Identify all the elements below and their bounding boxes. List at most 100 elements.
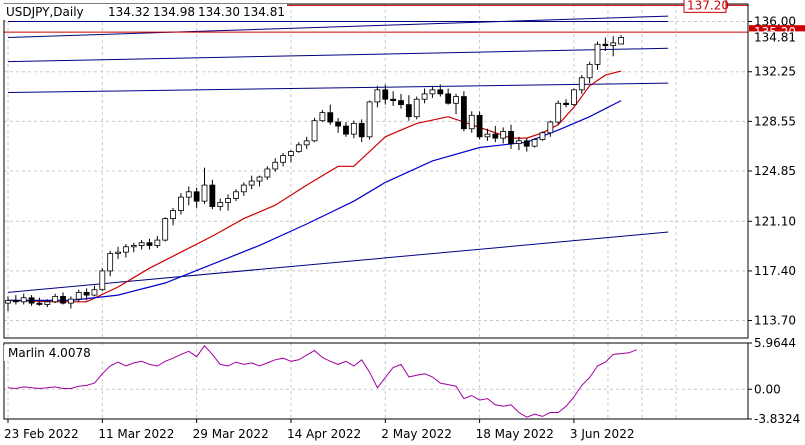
candle[interactable]: [193, 187, 200, 208]
candle[interactable]: [123, 244, 129, 258]
candle[interactable]: [547, 120, 554, 137]
candle[interactable]: [492, 126, 499, 143]
candle[interactable]: [288, 150, 294, 163]
candle[interactable]: [319, 109, 326, 123]
candle[interactable]: [484, 128, 491, 141]
candle[interactable]: [185, 186, 192, 206]
candle[interactable]: [594, 41, 601, 70]
candle[interactable]: [28, 295, 35, 306]
candle[interactable]: [162, 217, 169, 242]
candle[interactable]: [280, 152, 287, 167]
candle[interactable]: [36, 297, 43, 306]
candle[interactable]: [138, 240, 145, 250]
candle[interactable]: [586, 61, 593, 84]
candle-body: [209, 184, 216, 207]
candle[interactable]: [382, 84, 389, 105]
candle[interactable]: [358, 119, 365, 143]
candle[interactable]: [248, 175, 255, 190]
candle[interactable]: [264, 166, 271, 180]
candle[interactable]: [115, 246, 121, 259]
candle[interactable]: [146, 238, 153, 250]
candle[interactable]: [531, 138, 538, 148]
candle[interactable]: [571, 88, 577, 106]
candle[interactable]: [209, 179, 216, 210]
candle[interactable]: [272, 158, 279, 172]
candle[interactable]: [295, 142, 302, 153]
candle[interactable]: [52, 293, 59, 304]
candle-body: [555, 102, 562, 123]
candle[interactable]: [445, 88, 452, 105]
candle[interactable]: [217, 198, 224, 211]
ohlc-low: 134.30: [198, 5, 240, 19]
chart-title: USDJPY,Daily: [6, 5, 84, 19]
candle[interactable]: [500, 127, 507, 144]
candles[interactable]: [5, 35, 624, 312]
candle[interactable]: [303, 136, 310, 149]
candle[interactable]: [20, 293, 27, 305]
candle[interactable]: [508, 124, 514, 149]
candle-body: [201, 184, 208, 202]
candle[interactable]: [453, 93, 459, 114]
candle[interactable]: [225, 194, 231, 211]
candle[interactable]: [578, 75, 585, 94]
candle-body: [327, 112, 334, 123]
candle[interactable]: [429, 85, 436, 98]
candle[interactable]: [335, 118, 342, 133]
badge-label: 137.20: [687, 0, 729, 12]
candle-body: [547, 121, 554, 134]
candle[interactable]: [476, 111, 483, 140]
time-axis: 23 Feb 2022 11 Mar 2022 29 Mar 2022 14 Apr …: [4, 419, 634, 441]
candle[interactable]: [311, 118, 318, 143]
candle[interactable]: [99, 268, 106, 292]
candle[interactable]: [405, 95, 412, 121]
candle[interactable]: [12, 295, 19, 305]
candle[interactable]: [413, 96, 420, 120]
candle-body: [319, 112, 326, 122]
candle[interactable]: [555, 100, 562, 125]
candle[interactable]: [170, 207, 176, 226]
price-tick-label: 124.85: [754, 164, 796, 178]
price-badge: 134.81: [749, 30, 805, 44]
candle[interactable]: [468, 111, 475, 133]
candle[interactable]: [130, 242, 137, 253]
candle[interactable]: [618, 35, 624, 45]
candle[interactable]: [60, 292, 66, 305]
candle[interactable]: [107, 250, 114, 277]
candle-body: [492, 133, 499, 139]
candle[interactable]: [421, 88, 428, 104]
candle[interactable]: [44, 299, 51, 308]
candle[interactable]: [523, 138, 530, 152]
candle[interactable]: [154, 236, 161, 249]
candle[interactable]: [374, 85, 381, 108]
candle[interactable]: [5, 296, 11, 312]
candle[interactable]: [610, 36, 617, 57]
oscillator-axis: 5.9644 0.00 -3.8324: [748, 336, 800, 426]
candle[interactable]: [233, 189, 239, 202]
candle[interactable]: [539, 131, 546, 141]
candle[interactable]: [390, 91, 397, 106]
candle[interactable]: [83, 288, 90, 301]
trendline: [7, 15, 669, 39]
candle[interactable]: [75, 289, 82, 302]
candle[interactable]: [178, 193, 184, 215]
candle[interactable]: [398, 93, 404, 109]
candle-body: [460, 96, 467, 130]
candle-body: [405, 104, 412, 118]
candle[interactable]: [563, 99, 569, 108]
candle[interactable]: [350, 120, 357, 139]
candle[interactable]: [91, 285, 98, 297]
candle[interactable]: [327, 104, 334, 125]
candle[interactable]: [67, 296, 74, 309]
candle[interactable]: [366, 100, 373, 140]
candle-body: [60, 296, 66, 304]
ohlc-close: 134.81: [243, 5, 285, 19]
candle[interactable]: [256, 175, 263, 187]
candle[interactable]: [460, 91, 467, 132]
candle[interactable]: [516, 136, 522, 151]
candle-body: [217, 202, 224, 207]
candle[interactable]: [437, 84, 444, 97]
candle[interactable]: [343, 122, 349, 137]
candle[interactable]: [602, 37, 609, 51]
candle[interactable]: [240, 182, 247, 196]
candle[interactable]: [201, 167, 208, 204]
